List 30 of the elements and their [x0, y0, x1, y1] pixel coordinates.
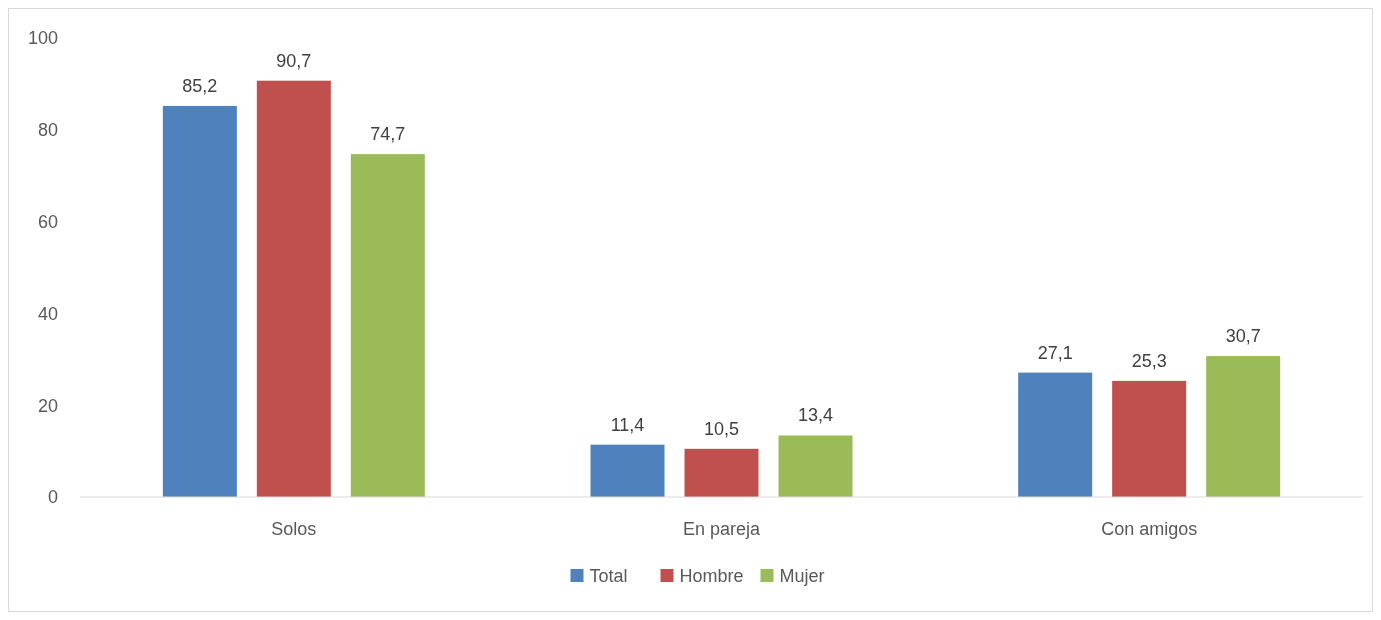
data-label: 11,4 [610, 414, 645, 435]
legend-label: Mujer [779, 566, 825, 587]
data-label: 30,7 [1225, 326, 1261, 347]
x-tick-label: En pareja [682, 519, 762, 539]
y-tick-label: 20 [37, 395, 58, 416]
y-tick-label: 100 [27, 28, 58, 49]
y-tick-label: 40 [37, 303, 58, 324]
legend-label: Total [589, 566, 628, 587]
bar [778, 435, 853, 497]
data-label: 27,1 [1037, 342, 1073, 363]
bar [1206, 356, 1281, 497]
x-tick-label: Solos [271, 519, 317, 539]
x-tick-label: Con amigos [1101, 519, 1198, 539]
bar [256, 80, 331, 497]
data-label: 13,4 [797, 405, 834, 426]
y-tick-label: 60 [37, 211, 58, 232]
data-label: 85,2 [182, 75, 218, 96]
bar [1018, 372, 1093, 497]
data-label: 10,5 [703, 418, 740, 439]
data-label: 74,7 [370, 124, 406, 145]
bar [684, 448, 759, 497]
data-label: 90,7 [276, 50, 312, 71]
bar [162, 105, 237, 497]
bar [350, 154, 425, 497]
data-label: 25,3 [1131, 350, 1167, 371]
y-tick-label: 80 [37, 120, 58, 141]
legend-label: Hombre [679, 566, 744, 587]
bar [1112, 380, 1187, 497]
y-tick-label: 0 [47, 487, 58, 508]
bar [590, 444, 665, 497]
